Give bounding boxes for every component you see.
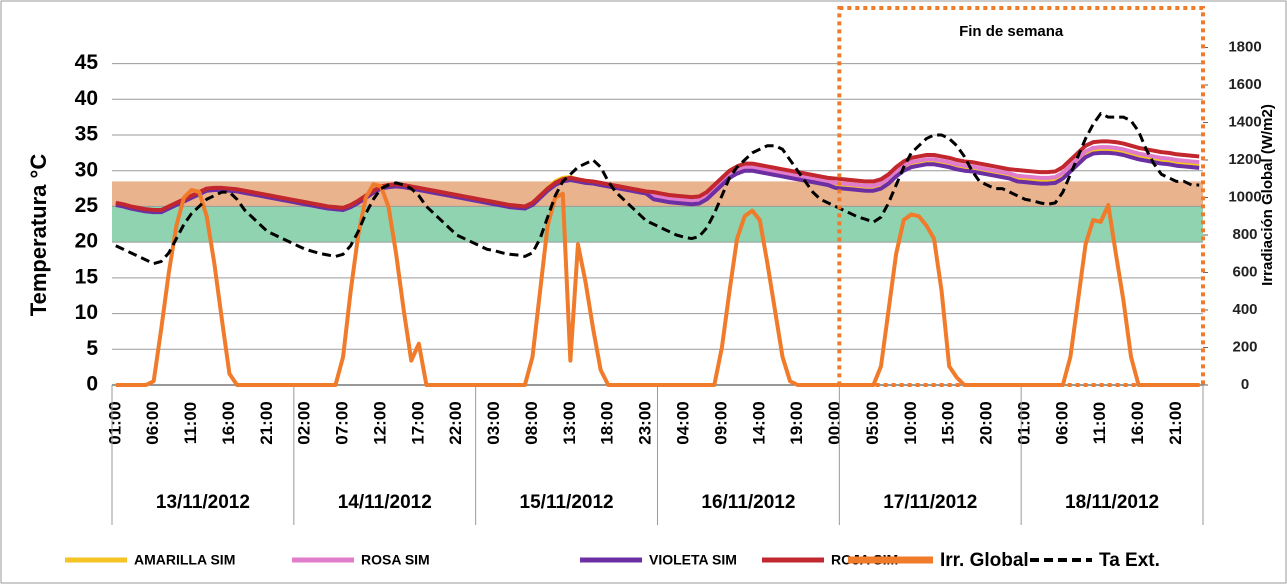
x-tick-label: 11:00 [181,402,200,445]
x-tick-label: 16:00 [219,401,238,444]
plot-background [112,181,1203,243]
y-tick-label: 0 [86,373,98,396]
y2-axis-title: Irradiación Global (W/m2) [1259,104,1276,286]
x-tick-label: 19:00 [787,401,806,444]
x-tick-label: 05:00 [863,401,882,444]
x-tick-label: 12:00 [370,401,389,444]
y-tick-label: 40 [75,87,98,110]
series-line [115,139,1200,212]
y-tick-label: 10 [75,301,98,324]
series-line [115,150,1200,215]
x-tick-label: 16:00 [1128,401,1147,444]
y2-tick-label: 1000 [1228,188,1261,205]
series-lines [115,112,1200,387]
x-tick-label: 09:00 [711,401,730,444]
y2-tick-label: 1400 [1228,113,1261,130]
x-tick-label: 14:00 [749,401,768,444]
x-tick-label: 00:00 [825,401,844,444]
y-tick-label: 25 [75,194,99,217]
y2-tick-label: 0 [1241,376,1249,393]
y-tick-label: 5 [86,337,98,360]
x-tick-label: 11:00 [1090,402,1109,445]
x-tick-label: 22:00 [446,401,465,444]
y2-tick-label: 600 [1232,263,1257,280]
overlay: Fin de semana [837,6,1205,387]
legend-label: Irr. Global [940,550,1029,571]
x-tick-label: 08:00 [522,401,541,444]
x-tick-label: 07:00 [333,401,352,444]
group-label: 18/11/2012 [1065,492,1159,513]
comfort-band [112,206,1203,243]
legend-label: AMARILLA SIM [134,552,235,568]
x-tick-label: 06:00 [143,401,162,444]
group-label: 13/11/2012 [156,492,250,513]
weekend-highlight [837,6,1205,387]
x-tick-label: 10:00 [901,401,920,444]
legend-label: VIOLETA SIM [649,552,737,568]
series-line [115,112,1200,266]
y-tick-label: 20 [75,230,98,253]
x-tick-label: 01:00 [1014,401,1033,444]
highlight-label: Fin de semana [959,23,1064,40]
x-tick-label: 18:00 [598,401,617,444]
x-tick-label: 20:00 [977,401,996,444]
y-tick-label: 30 [75,158,98,181]
x-tick-label: 23:00 [636,401,655,444]
y2-tick-label: 200 [1232,338,1257,355]
group-label: 14/11/2012 [338,492,432,513]
legend-label: ROSA SIM [361,552,430,568]
x-tick-label: 01:00 [105,401,124,444]
group-label: 15/11/2012 [520,492,614,513]
x-tick-label: 15:00 [939,401,958,444]
y2-tick-label: 1800 [1228,38,1261,55]
x-tick-label: 21:00 [257,401,276,444]
y2-tick-label: 400 [1232,301,1257,318]
y-tick-label: 45 [75,51,99,74]
legend-label: Ta Ext. [1099,550,1160,571]
x-tick-label: 03:00 [484,401,503,444]
y2-tick-label: 800 [1232,226,1257,243]
x-tick-label: 06:00 [1052,401,1071,444]
series-line [115,182,1200,387]
x-tick-label: 17:00 [408,401,427,444]
x-tick-label: 21:00 [1166,401,1185,444]
y-tick-label: 35 [75,123,99,146]
x-tick-label: 13:00 [560,401,579,444]
x-tick-label: 04:00 [674,401,693,444]
y-tick-label: 15 [75,265,99,288]
x-tick-label: 02:00 [295,401,314,444]
y2-tick-label: 1600 [1228,76,1261,93]
y-axis-title: Temperatura °C [26,154,51,317]
group-label: 16/11/2012 [701,492,795,513]
y2-tick-label: 1200 [1228,151,1261,168]
group-label: 17/11/2012 [883,492,977,513]
